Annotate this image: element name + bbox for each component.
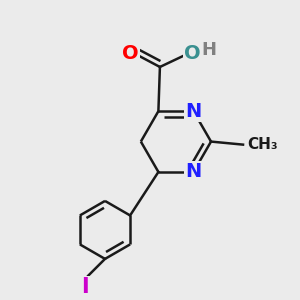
Text: N: N	[185, 163, 202, 182]
Text: O: O	[184, 44, 200, 63]
Text: CH₃: CH₃	[248, 137, 278, 152]
Text: N: N	[185, 102, 202, 121]
Text: O: O	[122, 44, 139, 63]
Text: H: H	[201, 41, 216, 59]
Text: I: I	[81, 277, 89, 297]
